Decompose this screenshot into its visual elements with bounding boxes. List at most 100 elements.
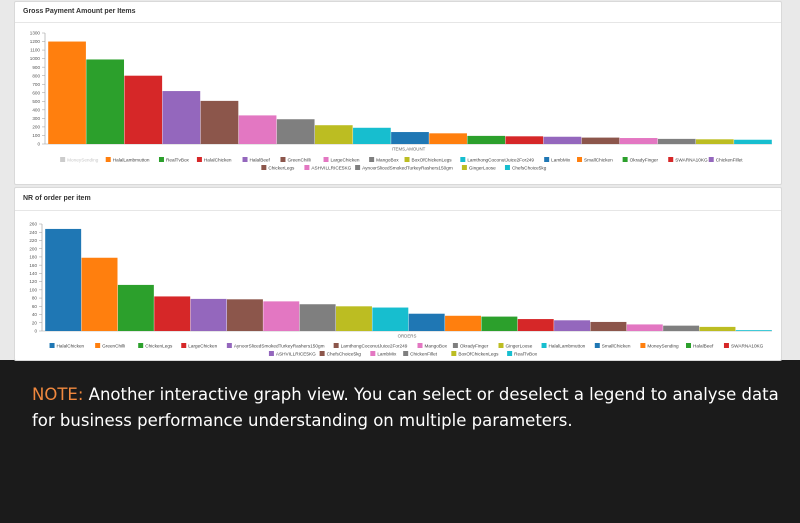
legend-swatch[interactable] bbox=[452, 343, 458, 348]
legend-swatch[interactable] bbox=[594, 343, 600, 348]
legend-swatch[interactable] bbox=[280, 157, 286, 162]
legend-swatch[interactable] bbox=[686, 343, 691, 348]
legend-swatch[interactable] bbox=[451, 351, 457, 356]
legend-item-chickerlegs[interactable]: ChickerLegs bbox=[268, 166, 295, 171]
legend-item-chickenfillet[interactable]: ChickenFillet bbox=[410, 352, 438, 357]
legend-swatch[interactable] bbox=[242, 157, 248, 162]
legend-item-ashvillrice5kg[interactable]: ASHVILLRICE5KG bbox=[311, 166, 351, 171]
bar-halalbeef[interactable] bbox=[162, 91, 201, 144]
bar-halallambmutton[interactable] bbox=[48, 41, 86, 144]
bar-lamthongcoconutjuice2for249[interactable] bbox=[226, 299, 263, 331]
legend-swatch[interactable] bbox=[504, 165, 510, 170]
bar-smallchicken[interactable] bbox=[408, 313, 445, 331]
bar-largechicken[interactable] bbox=[154, 296, 191, 331]
bar-ashvillrice5kg[interactable] bbox=[619, 138, 658, 144]
legend-item-realtvbox[interactable]: RealTvBox bbox=[514, 352, 538, 357]
legend-swatch[interactable] bbox=[226, 343, 232, 348]
bar-swarna10kg[interactable] bbox=[517, 319, 554, 331]
legend-item-lambmix[interactable]: LambMix bbox=[551, 158, 571, 163]
legend-swatch[interactable] bbox=[138, 343, 144, 348]
legend-item-largechicken[interactable]: LargeChicken bbox=[188, 344, 217, 349]
legend-swatch[interactable] bbox=[49, 343, 55, 348]
bar-halalbeef[interactable] bbox=[481, 316, 518, 331]
bar-chickerlegs[interactable] bbox=[581, 137, 620, 144]
bar-ashvillrice5kg[interactable] bbox=[554, 320, 591, 331]
legend-item-halalchicken[interactable]: HalalChicken bbox=[204, 158, 232, 163]
legend-item-chefschoice5kg[interactable]: ChefsChoice5kg bbox=[512, 166, 547, 171]
bar-lamthongcoconutjuice2for249[interactable] bbox=[353, 127, 391, 144]
legend-item-chefschoice5kg[interactable]: ChefsChoice5kg bbox=[327, 352, 362, 357]
legend-item-halalbeef[interactable]: HalalBeef bbox=[250, 158, 271, 163]
legend-item-swarna10kg[interactable]: SWARNA10KG bbox=[675, 158, 708, 163]
bar-greenchilli[interactable] bbox=[200, 100, 239, 144]
legend-swatch[interactable] bbox=[403, 351, 409, 356]
bar-okradyfinger[interactable] bbox=[467, 135, 506, 144]
bar-realtvbox[interactable] bbox=[735, 330, 772, 331]
bar-chickenfillet[interactable] bbox=[543, 136, 582, 144]
bar-okradyfinger[interactable] bbox=[299, 304, 336, 331]
legend-swatch[interactable] bbox=[333, 343, 339, 348]
legend-item-mangobox[interactable]: MangoBox bbox=[425, 344, 448, 349]
legend-item-halalchicken[interactable]: HalalChicken bbox=[57, 344, 85, 349]
bar-mangobox[interactable] bbox=[276, 119, 315, 144]
legend-swatch[interactable] bbox=[417, 343, 423, 348]
legend-item-aynoorslicedsmokedturkeyrashers150gm[interactable]: AynoorSlicedSmokedTurkeyRashers150gm bbox=[362, 166, 453, 171]
legend-item-okradyfinger[interactable]: OkradyFinger bbox=[460, 344, 489, 349]
legend-item-chickenfillet[interactable]: ChickenFillet bbox=[716, 158, 744, 163]
legend-swatch[interactable] bbox=[622, 157, 628, 162]
legend-item-mangobox[interactable]: MangoBox bbox=[376, 158, 399, 163]
legend-item-lamthongcoconutjuice2for249[interactable]: LamthongCoconutJuice2For249 bbox=[467, 158, 534, 163]
legend-item-halalbeef[interactable]: HalalBeef bbox=[693, 344, 714, 349]
legend-item-realtvbox[interactable]: RealTvBox bbox=[166, 158, 190, 163]
legend-swatch[interactable] bbox=[404, 157, 410, 162]
bar-halalchicken[interactable] bbox=[124, 75, 163, 144]
legend-swatch[interactable] bbox=[105, 157, 111, 162]
legend-swatch[interactable] bbox=[268, 351, 274, 356]
legend-item-swarna10kg[interactable]: SWARNA10KG bbox=[731, 344, 764, 349]
legend-swatch[interactable] bbox=[181, 343, 187, 348]
legend-swatch[interactable] bbox=[708, 157, 714, 162]
legend-swatch[interactable] bbox=[507, 351, 513, 356]
legend-item-smallchicken[interactable]: SmallChicken bbox=[584, 158, 613, 163]
legend-item-greenchilli[interactable]: GreenChilli bbox=[287, 158, 310, 163]
legend-swatch[interactable] bbox=[723, 343, 729, 348]
legend-item-boxofchickenlegs[interactable]: BoxOfChickenLegs bbox=[458, 352, 499, 357]
legend-swatch[interactable] bbox=[319, 351, 325, 356]
bar-greenchilli[interactable] bbox=[81, 257, 118, 331]
legend-swatch[interactable] bbox=[544, 157, 550, 162]
legend-swatch[interactable] bbox=[369, 157, 375, 162]
legend-item-gingerloose[interactable]: GingerLoose bbox=[506, 344, 533, 349]
bar-mangobox[interactable] bbox=[263, 301, 300, 331]
legend-swatch[interactable] bbox=[461, 165, 467, 170]
legend-item-moneysending[interactable]: MoneySending bbox=[67, 158, 99, 163]
bar-smallchicken[interactable] bbox=[429, 133, 467, 144]
legend-swatch[interactable] bbox=[668, 157, 674, 162]
bar-halallambmutton[interactable] bbox=[372, 307, 409, 331]
bar-boxofchickenlegs[interactable] bbox=[699, 326, 736, 331]
legend-item-smallchicken[interactable]: SmallChicken bbox=[602, 344, 631, 349]
bar-lambmix[interactable] bbox=[626, 324, 663, 331]
legend-item-lambmix[interactable]: LambMix bbox=[377, 352, 397, 357]
legend-item-chickenlegs[interactable]: ChickenLegs bbox=[145, 344, 173, 349]
bar-gingerloose[interactable] bbox=[336, 306, 372, 331]
legend-swatch[interactable] bbox=[304, 165, 310, 170]
legend-swatch[interactable] bbox=[355, 165, 361, 170]
legend-swatch[interactable] bbox=[640, 343, 646, 348]
legend-swatch[interactable] bbox=[460, 157, 466, 162]
legend-item-largechicken[interactable]: LargeChicken bbox=[331, 158, 360, 163]
bar-largechicken[interactable] bbox=[238, 115, 277, 144]
bar-swarna10kg[interactable] bbox=[505, 136, 544, 144]
legend-item-ashvillrice5kg[interactable]: ASHVILLRICE5KG bbox=[276, 352, 316, 357]
bar-chickenlegs[interactable] bbox=[117, 284, 154, 331]
legend-swatch[interactable] bbox=[541, 343, 547, 348]
legend-item-aynoorslicedsmokedturkeyrashers150gm[interactable]: AynoorSlicedSmokedTurkeyRashers150gm bbox=[234, 344, 325, 349]
legend-swatch[interactable] bbox=[577, 157, 583, 162]
bar-halalchicken[interactable] bbox=[45, 228, 82, 331]
legend-swatch[interactable] bbox=[323, 157, 329, 162]
bar-moneysending[interactable] bbox=[445, 315, 481, 331]
legend-item-halallambmutton[interactable]: HalalLambmutton bbox=[549, 344, 586, 349]
bar-gingerloose[interactable] bbox=[695, 139, 734, 144]
bar-aynoorslicedsmokedturkeyrashers150gm[interactable] bbox=[190, 298, 227, 331]
bar-chefschoice5kg[interactable] bbox=[734, 139, 772, 144]
bar-chefschoice5kg[interactable] bbox=[590, 321, 627, 331]
